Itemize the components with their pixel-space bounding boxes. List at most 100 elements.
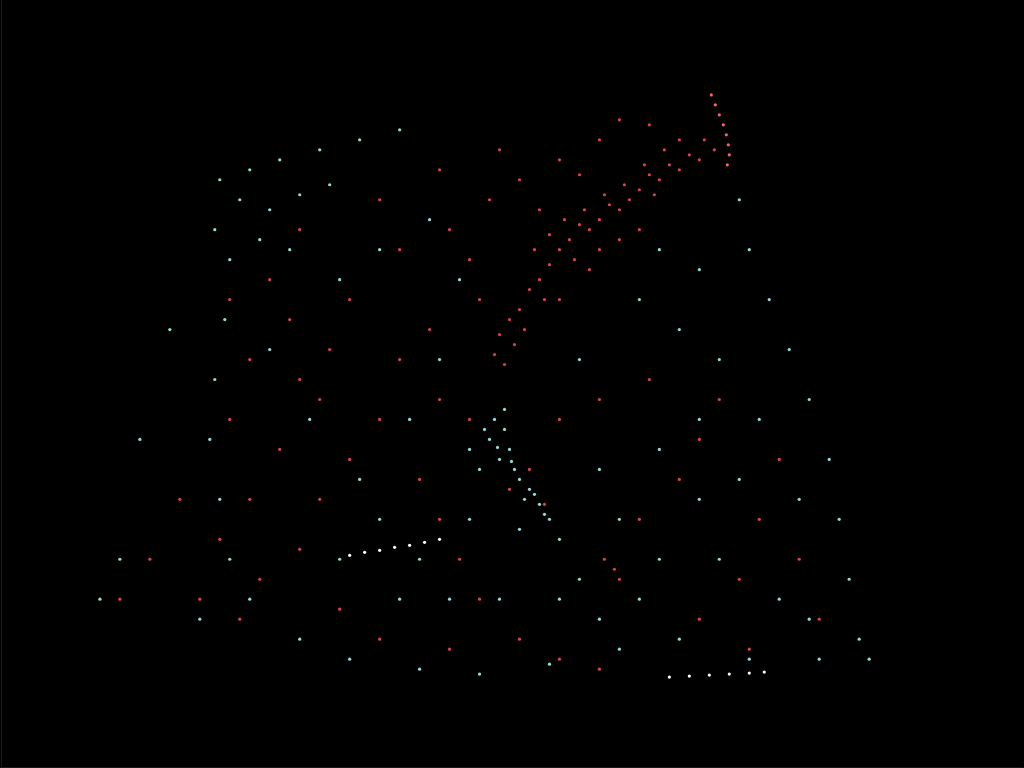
point (838, 518, 841, 521)
point (393, 546, 396, 549)
point (598, 668, 601, 671)
point (678, 638, 681, 641)
point (713, 148, 716, 151)
point (338, 608, 341, 611)
point (378, 549, 381, 552)
point (528, 488, 531, 491)
point (238, 618, 241, 621)
point (708, 674, 711, 677)
point (728, 673, 731, 676)
point (228, 558, 231, 561)
point (378, 418, 381, 421)
point (228, 258, 231, 261)
point (618, 518, 621, 521)
point (818, 658, 821, 661)
point (318, 398, 321, 401)
point (668, 163, 671, 166)
point (298, 193, 301, 196)
point (268, 208, 271, 211)
point (533, 493, 536, 496)
point (618, 648, 621, 651)
point (727, 143, 730, 146)
point (828, 458, 831, 461)
point (718, 398, 721, 401)
point (658, 558, 661, 561)
point (643, 163, 646, 166)
point (748, 672, 751, 675)
point (588, 228, 591, 231)
x-axis (1, 767, 1024, 768)
point (533, 248, 536, 251)
point (496, 446, 499, 449)
point (358, 478, 361, 481)
point (468, 448, 471, 451)
point (718, 113, 721, 116)
point (493, 418, 496, 421)
point (598, 468, 601, 471)
point (423, 541, 426, 544)
point (258, 578, 261, 581)
point (638, 598, 641, 601)
point (538, 503, 541, 506)
point (348, 658, 351, 661)
point (638, 298, 641, 301)
point (518, 528, 521, 531)
point (448, 648, 451, 651)
point (510, 460, 513, 463)
point (598, 398, 601, 401)
point (478, 468, 481, 471)
point (703, 138, 706, 141)
point (698, 498, 701, 501)
point (508, 488, 511, 491)
point (818, 618, 821, 621)
point (298, 638, 301, 641)
point (568, 238, 571, 241)
point (688, 675, 691, 678)
point (428, 328, 431, 331)
point (538, 208, 541, 211)
point (618, 238, 621, 241)
point (558, 658, 561, 661)
point (208, 438, 211, 441)
point (178, 498, 181, 501)
point (698, 268, 701, 271)
point (518, 178, 521, 181)
point (468, 258, 471, 261)
point (438, 358, 441, 361)
point (748, 658, 751, 661)
point-series (710, 93, 731, 166)
point (538, 278, 541, 281)
point (498, 598, 501, 601)
point (583, 208, 586, 211)
point-series (118, 118, 821, 670)
point (268, 278, 271, 281)
point (688, 153, 691, 156)
point (488, 198, 491, 201)
point (503, 428, 506, 431)
point (658, 178, 661, 181)
point (698, 158, 701, 161)
point (328, 183, 331, 186)
point (168, 328, 171, 331)
point (663, 148, 666, 151)
point (714, 103, 717, 106)
point (318, 148, 321, 151)
point (468, 518, 471, 521)
point (738, 198, 741, 201)
point (628, 198, 631, 201)
point (558, 598, 561, 601)
point (748, 248, 751, 251)
point (513, 468, 516, 471)
point (603, 558, 606, 561)
point (238, 198, 241, 201)
point (598, 618, 601, 621)
point (748, 648, 751, 651)
point (248, 358, 251, 361)
point (118, 558, 121, 561)
point (298, 548, 301, 551)
point (338, 558, 341, 561)
point (378, 198, 381, 201)
point (725, 133, 728, 136)
point (778, 458, 781, 461)
point (378, 248, 381, 251)
